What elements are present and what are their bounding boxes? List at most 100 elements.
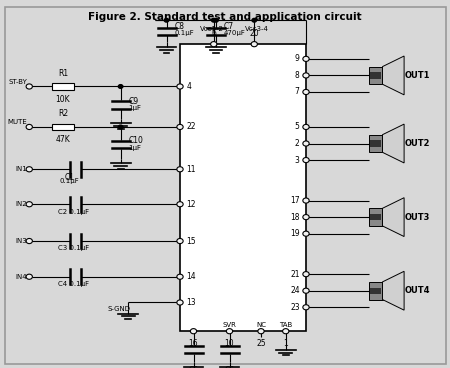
Text: 20: 20 bbox=[249, 29, 259, 38]
Text: 0.1μF: 0.1μF bbox=[60, 178, 80, 184]
Text: C2 0.1μF: C2 0.1μF bbox=[58, 209, 89, 215]
Text: C6: C6 bbox=[225, 366, 234, 368]
Circle shape bbox=[177, 274, 183, 279]
Bar bbox=[369, 208, 382, 226]
Text: 18: 18 bbox=[290, 213, 300, 222]
Text: 10: 10 bbox=[225, 339, 234, 348]
Circle shape bbox=[303, 158, 309, 163]
Circle shape bbox=[26, 238, 32, 244]
Circle shape bbox=[303, 288, 309, 293]
Text: IN2: IN2 bbox=[15, 201, 27, 207]
Polygon shape bbox=[382, 124, 404, 163]
Bar bbox=[370, 214, 381, 220]
Text: C3 0.1μF: C3 0.1μF bbox=[58, 245, 89, 251]
Text: R1: R1 bbox=[58, 69, 68, 78]
Text: IN3: IN3 bbox=[15, 238, 27, 244]
Text: 24: 24 bbox=[290, 286, 300, 295]
Circle shape bbox=[26, 84, 32, 89]
Text: C7: C7 bbox=[224, 22, 234, 31]
Text: 14: 14 bbox=[186, 272, 196, 281]
Circle shape bbox=[26, 124, 32, 130]
Text: OUT3: OUT3 bbox=[405, 213, 430, 222]
Text: 13: 13 bbox=[186, 298, 196, 307]
Text: OUT1: OUT1 bbox=[405, 71, 431, 80]
Text: OUT4: OUT4 bbox=[405, 286, 431, 295]
Text: 15: 15 bbox=[186, 237, 196, 245]
Text: 10K: 10K bbox=[56, 95, 70, 103]
Text: 47K: 47K bbox=[56, 135, 70, 144]
Circle shape bbox=[251, 42, 257, 47]
Circle shape bbox=[303, 231, 309, 236]
Circle shape bbox=[177, 124, 183, 130]
Text: 1μF: 1μF bbox=[129, 105, 142, 111]
Circle shape bbox=[303, 198, 309, 203]
Circle shape bbox=[177, 84, 183, 89]
Text: Vcc3-4: Vcc3-4 bbox=[244, 26, 269, 32]
Text: IN4: IN4 bbox=[15, 274, 27, 280]
Circle shape bbox=[214, 18, 218, 22]
Circle shape bbox=[258, 329, 264, 334]
Text: IN1: IN1 bbox=[15, 166, 27, 172]
Text: 4: 4 bbox=[186, 82, 191, 91]
Polygon shape bbox=[382, 56, 404, 95]
Circle shape bbox=[303, 141, 309, 146]
Text: 0.1μF: 0.1μF bbox=[175, 30, 194, 36]
Text: Vcc1-2: Vcc1-2 bbox=[199, 26, 224, 32]
Text: 21: 21 bbox=[290, 270, 300, 279]
Circle shape bbox=[303, 89, 309, 95]
Circle shape bbox=[303, 272, 309, 277]
Circle shape bbox=[177, 300, 183, 305]
Circle shape bbox=[212, 18, 216, 22]
Text: SVR: SVR bbox=[223, 322, 236, 328]
Text: 5: 5 bbox=[295, 123, 300, 131]
Text: 17: 17 bbox=[290, 196, 300, 205]
Bar bbox=[369, 67, 382, 84]
Bar bbox=[370, 288, 381, 294]
Bar bbox=[369, 135, 382, 152]
Circle shape bbox=[252, 18, 256, 22]
Circle shape bbox=[177, 167, 183, 172]
Bar bbox=[52, 124, 74, 130]
Text: 470μF: 470μF bbox=[224, 30, 246, 36]
Text: 16: 16 bbox=[189, 339, 198, 348]
Text: C8: C8 bbox=[175, 22, 184, 31]
Text: 1μF: 1μF bbox=[129, 145, 142, 151]
Text: C5: C5 bbox=[189, 366, 198, 368]
Circle shape bbox=[283, 329, 289, 334]
Text: Figure 2. Standard test and application circuit: Figure 2. Standard test and application … bbox=[88, 11, 362, 22]
Text: 1: 1 bbox=[284, 339, 288, 348]
Text: 8: 8 bbox=[295, 71, 300, 80]
Text: R2: R2 bbox=[58, 109, 68, 118]
Circle shape bbox=[226, 329, 233, 334]
Text: 11: 11 bbox=[186, 165, 196, 174]
Circle shape bbox=[118, 125, 123, 129]
Circle shape bbox=[26, 274, 32, 279]
Circle shape bbox=[303, 215, 309, 220]
Polygon shape bbox=[382, 198, 404, 237]
Bar bbox=[52, 83, 74, 90]
Text: 6: 6 bbox=[212, 29, 216, 38]
Bar bbox=[370, 141, 381, 146]
Circle shape bbox=[118, 85, 123, 88]
Text: TAB: TAB bbox=[279, 322, 292, 328]
Circle shape bbox=[303, 124, 309, 130]
Circle shape bbox=[190, 329, 197, 334]
Polygon shape bbox=[382, 271, 404, 310]
Text: S-GND: S-GND bbox=[108, 306, 131, 312]
Text: 12: 12 bbox=[186, 200, 196, 209]
Text: 7: 7 bbox=[295, 88, 300, 96]
Text: C4 0.1μF: C4 0.1μF bbox=[58, 281, 89, 287]
Bar bbox=[369, 282, 382, 300]
Text: 19: 19 bbox=[290, 229, 300, 238]
Circle shape bbox=[303, 56, 309, 61]
Text: NC: NC bbox=[256, 322, 266, 328]
Circle shape bbox=[303, 73, 309, 78]
Circle shape bbox=[177, 202, 183, 207]
Circle shape bbox=[177, 238, 183, 244]
Bar bbox=[370, 72, 381, 78]
Text: 23: 23 bbox=[290, 303, 300, 312]
Text: C1: C1 bbox=[65, 173, 75, 182]
Text: 25: 25 bbox=[256, 339, 266, 348]
Circle shape bbox=[164, 18, 169, 22]
Text: 9: 9 bbox=[295, 54, 300, 63]
